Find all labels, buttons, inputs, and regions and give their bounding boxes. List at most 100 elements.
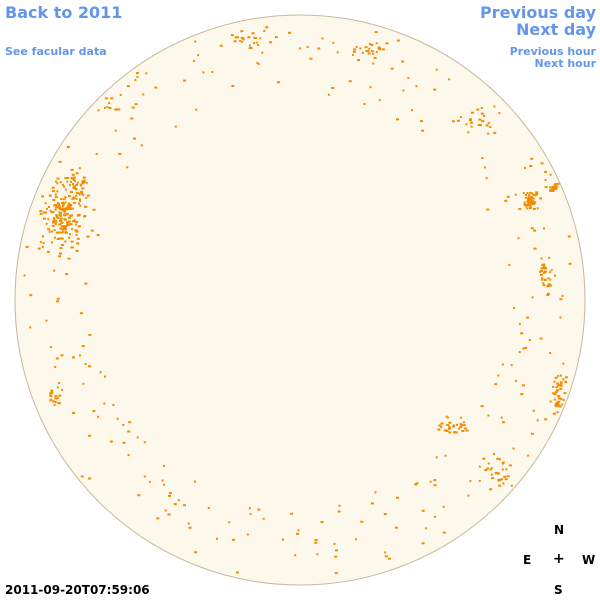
previous-day-link[interactable]: Previous day (479, 3, 596, 22)
facula-point (334, 572, 338, 575)
facula-point (562, 378, 565, 381)
facula-point (194, 40, 197, 43)
facula-point (498, 458, 501, 461)
facula-point (463, 424, 466, 427)
facula-point (553, 393, 557, 396)
facula-point (547, 283, 551, 286)
facula-point (528, 203, 532, 206)
facula-point (64, 218, 68, 221)
facula-point (415, 482, 419, 485)
facula-point (60, 208, 63, 211)
previous-hour-link[interactable]: Previous hour (509, 45, 596, 58)
facula-point (56, 231, 58, 234)
facula-point (76, 237, 80, 240)
facula-point (336, 51, 339, 54)
facula-point (71, 197, 75, 200)
facula-point (276, 81, 280, 84)
facula-point (49, 209, 52, 212)
facula-point (72, 220, 75, 223)
facula-point (69, 204, 73, 206)
facula-point (384, 555, 388, 558)
facula-point (88, 477, 92, 480)
facula-point (231, 85, 235, 87)
facula-point (462, 421, 465, 424)
facula-point (527, 197, 531, 200)
facula-point (259, 37, 262, 40)
facula-point (62, 209, 64, 212)
facula-point (552, 385, 555, 388)
facula-point (514, 379, 517, 382)
facula-point (274, 36, 278, 39)
facula-point (70, 246, 73, 249)
facula-point (483, 166, 486, 169)
facula-point (375, 42, 378, 45)
facula-point (71, 246, 74, 249)
facula-point (81, 187, 85, 190)
facula-point (119, 94, 122, 96)
facula-point (294, 554, 297, 557)
facula-point (556, 389, 560, 392)
facula-point (444, 454, 447, 457)
facula-point (114, 129, 117, 132)
facula-point (353, 48, 357, 51)
facula-point (52, 400, 55, 403)
facula-point (66, 223, 69, 226)
facula-point (554, 274, 556, 277)
facula-point (338, 504, 341, 507)
facula-point (522, 192, 525, 194)
back-to-year-link[interactable]: Back to 2011 (5, 3, 123, 22)
facula-point (485, 124, 489, 127)
facula-point (368, 42, 371, 45)
facula-point (481, 120, 485, 123)
facula-point (460, 116, 462, 119)
facula-point (561, 403, 564, 406)
facula-point (415, 85, 418, 88)
facula-point (559, 298, 563, 301)
facula-point (414, 483, 418, 486)
facula-point (77, 225, 81, 228)
facula-point (118, 108, 121, 111)
facula-point (44, 202, 47, 205)
facula-point (550, 269, 553, 272)
facula-point (234, 36, 238, 39)
facula-point (60, 231, 64, 234)
facula-point (309, 57, 313, 60)
facula-point (64, 231, 68, 234)
facula-point (58, 160, 62, 163)
facula-point (84, 282, 88, 285)
facula-point (501, 461, 505, 464)
facula-point (51, 230, 54, 233)
facula-point (541, 277, 544, 280)
facula-point (57, 204, 61, 207)
facula-point (128, 421, 132, 424)
facula-point (543, 264, 546, 267)
facula-point (371, 50, 373, 53)
facula-point (361, 52, 364, 54)
facula-point (76, 181, 79, 184)
next-day-link[interactable]: Next day (516, 20, 596, 39)
facula-point (460, 423, 464, 426)
facula-point (282, 538, 284, 541)
next-hour-link[interactable]: Next hour (534, 57, 597, 70)
facula-point (528, 339, 531, 341)
facula-point (544, 418, 548, 421)
facula-point (532, 203, 536, 205)
facula-point (540, 267, 544, 270)
facula-point (106, 105, 109, 108)
facula-point (80, 475, 84, 478)
facula-point (131, 106, 135, 109)
facula-point (504, 478, 508, 481)
facula-point (118, 152, 122, 155)
facula-point (529, 205, 532, 208)
facula-point (248, 507, 251, 510)
facula-point (104, 375, 106, 378)
facula-point (548, 256, 551, 259)
facula-point (82, 176, 86, 179)
facula-point (58, 252, 62, 255)
facula-point (290, 512, 294, 515)
facula-point (497, 478, 500, 481)
see-facular-data-link[interactable]: See facular data (5, 45, 107, 58)
facula-point (480, 405, 484, 408)
facula-point (327, 93, 330, 96)
